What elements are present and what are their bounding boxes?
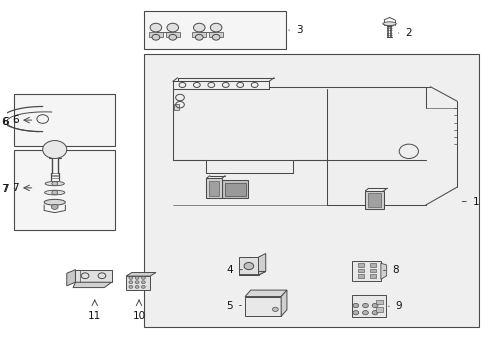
Polygon shape <box>239 271 265 275</box>
Circle shape <box>193 23 204 32</box>
Bar <box>357 274 363 278</box>
Circle shape <box>135 285 139 288</box>
Bar <box>367 193 381 207</box>
Bar <box>365 191 383 209</box>
Circle shape <box>150 23 162 32</box>
Circle shape <box>42 140 67 158</box>
Circle shape <box>212 35 220 40</box>
Polygon shape <box>75 270 111 282</box>
Circle shape <box>141 285 145 288</box>
Bar <box>174 104 179 110</box>
Text: 10: 10 <box>132 311 145 321</box>
Circle shape <box>129 285 133 288</box>
Bar <box>369 274 375 278</box>
Ellipse shape <box>44 190 65 195</box>
Text: 8: 8 <box>391 265 398 275</box>
Polygon shape <box>244 290 286 297</box>
Bar <box>192 32 206 37</box>
Circle shape <box>168 35 176 40</box>
Bar <box>351 296 385 317</box>
Circle shape <box>152 35 160 40</box>
Text: 7: 7 <box>12 183 19 193</box>
Bar <box>208 181 219 196</box>
Bar <box>369 269 375 272</box>
Ellipse shape <box>382 22 395 26</box>
Circle shape <box>129 276 133 279</box>
Circle shape <box>272 307 278 311</box>
Text: 11: 11 <box>88 311 101 321</box>
Text: 1: 1 <box>472 197 479 207</box>
Circle shape <box>352 303 358 308</box>
Bar <box>244 297 281 316</box>
Bar <box>375 307 383 312</box>
Circle shape <box>166 23 178 32</box>
Bar <box>208 32 223 37</box>
Circle shape <box>244 262 253 270</box>
Circle shape <box>362 303 367 308</box>
Circle shape <box>141 281 145 284</box>
Text: 7: 7 <box>1 184 7 194</box>
Polygon shape <box>380 263 386 279</box>
Circle shape <box>210 23 222 32</box>
Polygon shape <box>281 290 286 316</box>
Text: 6: 6 <box>1 117 7 127</box>
Polygon shape <box>258 253 265 275</box>
Bar <box>375 300 383 305</box>
Bar <box>224 183 245 196</box>
Bar <box>357 269 363 272</box>
Circle shape <box>371 311 377 315</box>
Bar <box>165 32 180 37</box>
Polygon shape <box>73 282 111 288</box>
Circle shape <box>195 35 203 40</box>
Text: 6: 6 <box>2 117 9 127</box>
Circle shape <box>352 311 358 315</box>
Bar <box>14 94 115 146</box>
Text: 3: 3 <box>296 25 302 35</box>
Ellipse shape <box>45 181 64 186</box>
Text: 5: 5 <box>226 301 232 311</box>
Polygon shape <box>239 257 258 275</box>
Circle shape <box>371 303 377 308</box>
Bar <box>14 149 115 230</box>
Bar <box>143 12 285 49</box>
Bar <box>357 263 363 267</box>
Circle shape <box>52 181 58 186</box>
Bar <box>222 180 248 198</box>
Bar <box>143 54 478 327</box>
Circle shape <box>51 204 58 210</box>
Ellipse shape <box>44 199 65 205</box>
Circle shape <box>141 276 145 279</box>
Polygon shape <box>126 273 156 276</box>
Text: 4: 4 <box>226 265 232 275</box>
Text: 9: 9 <box>395 301 402 311</box>
Circle shape <box>52 190 58 195</box>
Bar <box>351 261 380 281</box>
Circle shape <box>135 276 139 279</box>
Text: 2: 2 <box>405 28 411 38</box>
Circle shape <box>129 281 133 284</box>
Circle shape <box>362 311 367 315</box>
Polygon shape <box>126 276 150 291</box>
Text: 7: 7 <box>2 184 9 194</box>
Bar <box>206 178 222 198</box>
Polygon shape <box>67 270 75 286</box>
Text: 6: 6 <box>12 115 19 125</box>
Bar <box>369 263 375 267</box>
Circle shape <box>135 281 139 284</box>
Bar <box>148 32 163 37</box>
